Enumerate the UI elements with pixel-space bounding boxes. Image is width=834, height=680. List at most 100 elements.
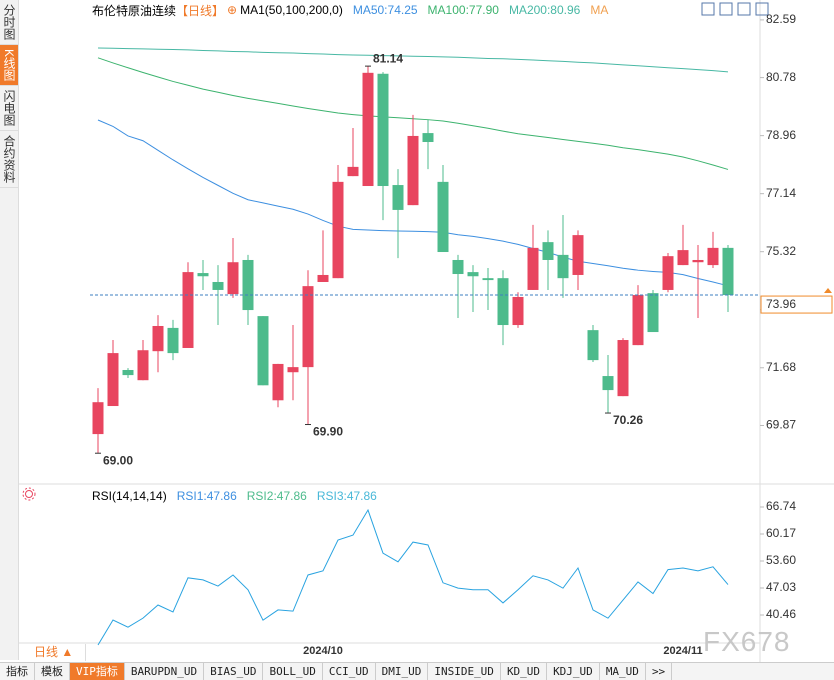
period-button[interactable]: 日线 ▲ bbox=[20, 644, 86, 661]
toolbar-tab[interactable]: KDJ_UD bbox=[547, 663, 600, 680]
low-label: 69.00 bbox=[103, 453, 133, 467]
legend-name: RSI1: bbox=[176, 489, 207, 503]
candle-body bbox=[452, 259, 464, 275]
candle-body bbox=[242, 259, 254, 311]
icon-move[interactable] bbox=[701, 2, 715, 16]
toolbar-tab[interactable]: 指标 bbox=[0, 663, 35, 680]
candles bbox=[92, 66, 734, 454]
candle-body bbox=[122, 369, 134, 376]
candle-body bbox=[662, 256, 674, 290]
watermark: FX678 bbox=[703, 626, 791, 657]
candle-body bbox=[152, 325, 164, 352]
legend-name: MA bbox=[590, 3, 609, 17]
ma-line bbox=[97, 47, 729, 73]
sidebar-tab[interactable]: 分时图 bbox=[0, 0, 18, 45]
toolbar-tab[interactable]: 模板 bbox=[35, 663, 70, 680]
candle-body bbox=[527, 247, 539, 290]
legend-value: 47.86 bbox=[346, 489, 377, 503]
candle-body bbox=[422, 133, 434, 143]
rsi-line bbox=[97, 508, 729, 646]
x-tick-label: 2024/11 bbox=[663, 645, 702, 657]
toolbar-tab[interactable]: MA_UD bbox=[600, 663, 646, 680]
y-tick-label: 66.74 bbox=[766, 499, 796, 513]
toolbar-tab[interactable]: CCI_UD bbox=[323, 663, 376, 680]
candle-body bbox=[692, 259, 704, 263]
legend-name: MA50: bbox=[352, 3, 388, 17]
y-tick-label: 60.17 bbox=[766, 526, 796, 540]
candle-body bbox=[377, 73, 389, 187]
candle-body bbox=[332, 181, 344, 279]
candle-body bbox=[227, 262, 239, 295]
icon bbox=[22, 487, 36, 501]
toolbar-tab[interactable]: KD_UD bbox=[501, 663, 548, 680]
candle-body bbox=[272, 363, 284, 401]
y-tick-label: 47.03 bbox=[766, 580, 796, 594]
candle-body bbox=[722, 247, 734, 296]
candle-body bbox=[257, 316, 269, 386]
legend-name: RSI3: bbox=[316, 489, 347, 503]
toolbar-tab[interactable]: BARUPDN_UD bbox=[125, 663, 205, 680]
y-tick-label: 78.96 bbox=[766, 128, 796, 142]
last-price-box bbox=[760, 295, 833, 314]
legend-value: 80.96 bbox=[550, 3, 581, 17]
legend-value: 47.86 bbox=[206, 489, 237, 503]
y-tick-label: 40.46 bbox=[766, 607, 796, 621]
icon-zoom-in[interactable] bbox=[719, 2, 733, 16]
candle-body bbox=[137, 350, 149, 381]
sidebar-tab[interactable]: K线图 bbox=[0, 45, 18, 87]
y-tick-label: 75.32 bbox=[766, 244, 796, 258]
y-tick-label: 77.14 bbox=[766, 186, 796, 200]
last-price-label: 73.96 bbox=[766, 297, 796, 311]
candle-body bbox=[467, 272, 479, 277]
candle-body bbox=[557, 254, 569, 279]
candle-body bbox=[197, 273, 209, 277]
candle-body bbox=[392, 185, 404, 210]
legend-value: 77.90 bbox=[468, 3, 499, 17]
legend-value: 74.25 bbox=[387, 3, 418, 17]
sidebar-tab[interactable]: 闪电图 bbox=[0, 86, 18, 132]
sidebar: 分时图 K线图 闪电图 合约资料 bbox=[0, 0, 19, 660]
add-icon[interactable]: ⊕ bbox=[227, 3, 238, 17]
candle-body bbox=[317, 274, 329, 282]
legend-value: 47.86 bbox=[276, 489, 307, 503]
sidebar-tab[interactable]: 合约资料 bbox=[0, 131, 18, 189]
x-tick-label: 2024/10 bbox=[303, 645, 343, 657]
candle-body bbox=[587, 330, 599, 361]
candle-body bbox=[287, 367, 299, 373]
candle-body bbox=[182, 272, 194, 348]
last-price-arrow bbox=[824, 288, 832, 294]
period-label: 【日线】 bbox=[176, 3, 225, 18]
candle-body bbox=[632, 295, 644, 346]
toolbar-tab[interactable]: BIAS_UD bbox=[204, 663, 264, 680]
legend-name: RSI2: bbox=[246, 489, 277, 503]
candle-body bbox=[167, 327, 179, 354]
indicator-toolbar: 指标 模板 VIP指标 BARUPDN_UD BIAS_UD BOLL_UD CCI_UD D… bbox=[0, 662, 834, 680]
candle-body bbox=[92, 402, 104, 435]
legend-name: MA100: bbox=[427, 3, 469, 17]
rsi-legend: RSI(14,14,14) RSI1: 47.86 RSI2: 47.86 RSI3: 4… bbox=[92, 488, 377, 504]
toolbar-tab[interactable]: INSIDE_UD bbox=[428, 663, 501, 680]
toolbar-icons[interactable] bbox=[701, 2, 769, 16]
candle-body bbox=[602, 376, 614, 391]
candle-body bbox=[362, 72, 374, 187]
candle-body bbox=[212, 281, 224, 290]
candle-body bbox=[677, 250, 689, 266]
candle-body bbox=[482, 278, 494, 281]
toolbar-tab[interactable]: VIP指标 bbox=[70, 663, 125, 680]
toolbar-tab[interactable]: BOLL_UD bbox=[263, 663, 323, 680]
legend-name: MA200: bbox=[508, 3, 551, 17]
candle-body bbox=[647, 293, 659, 333]
rsi-title: RSI(14,14,14) bbox=[92, 489, 167, 503]
candle-body bbox=[347, 166, 359, 177]
main-legend: 布伦特原油连续 【日线】 ⊕ MA1(50,100,200,0) MA50: 74… bbox=[92, 2, 608, 18]
candle-body bbox=[302, 286, 314, 368]
y-tick-label: 69.87 bbox=[766, 418, 796, 432]
icon-zoom-out[interactable] bbox=[737, 2, 751, 16]
toolbar-tab[interactable]: DMI_UD bbox=[376, 663, 429, 680]
icon-reset[interactable] bbox=[755, 2, 769, 16]
toolbar-tab[interactable]: >> bbox=[646, 663, 673, 680]
rsi-settings-icon[interactable] bbox=[22, 487, 36, 501]
high-label: 81.14 bbox=[373, 51, 403, 65]
